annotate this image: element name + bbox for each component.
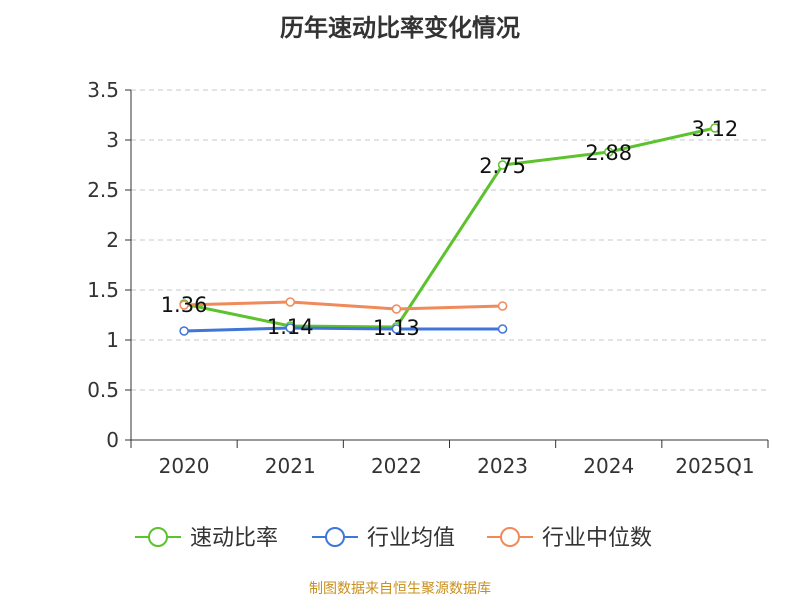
- legend: 速动比率 行业均值 行业中位数: [135, 526, 652, 551]
- data-point: [391, 304, 402, 314]
- x-tick-label: 2020: [159, 454, 210, 478]
- x-tick-label: 2024: [583, 454, 634, 478]
- y-tick-label: 3.5: [87, 78, 119, 102]
- x-tick-label: 2023: [477, 454, 528, 478]
- y-tick-label: 0: [106, 428, 119, 452]
- y-tick-label: 3: [106, 128, 119, 152]
- y-tick-label: 2.5: [87, 178, 119, 202]
- data-labels: 1.36 1.14 1.13 2.75 2.88 3.12: [161, 117, 739, 340]
- data-label: 2.88: [585, 141, 632, 165]
- data-label: 3.12: [692, 117, 739, 141]
- y-tick-label: 2: [106, 228, 119, 252]
- data-point: [285, 297, 295, 307]
- grid-lines: [131, 89, 768, 391]
- series-lines: [179, 123, 720, 336]
- data-point: [497, 301, 508, 311]
- data-label: 1.13: [373, 316, 420, 340]
- data-point: [285, 323, 295, 333]
- legend-item-2: 行业中位数: [487, 526, 652, 551]
- y-tick-label: 1: [106, 328, 119, 352]
- chart-title: 历年速动比率变化情况: [280, 14, 520, 42]
- legend-marker-icon: [325, 527, 345, 547]
- data-point: [497, 324, 508, 334]
- x-tick-label: 2025Q1: [675, 454, 754, 478]
- x-tick-label: 2022: [371, 454, 422, 478]
- data-point: [179, 326, 189, 336]
- legend-label: 速动比率: [190, 526, 278, 551]
- data-point: [391, 324, 402, 334]
- source-note: 制图数据来自恒生聚源数据库: [309, 581, 491, 597]
- legend-item-0: 速动比率: [135, 526, 278, 551]
- data-point: [710, 123, 720, 133]
- data-point: [497, 160, 508, 170]
- legend-marker-icon: [500, 527, 520, 547]
- data-point: [604, 147, 614, 157]
- axes: 0 0.5 1 1.5 2 2.5 3 3.5 2020 2021 2022 2023 2024 2025…: [87, 78, 769, 478]
- data-label: 1.14: [267, 315, 314, 339]
- data-label: 1.36: [161, 293, 208, 317]
- series-line-2: [184, 300, 503, 311]
- data-point: [179, 300, 189, 310]
- y-tick-label: 1.5: [87, 278, 119, 302]
- legend-label: 行业中位数: [542, 526, 652, 551]
- data-label: 2.75: [479, 154, 526, 178]
- series-line-0: [183, 126, 716, 329]
- legend-item-1: 行业均值: [312, 526, 455, 551]
- legend-marker-icon: [148, 527, 168, 547]
- y-tick-label: 0.5: [87, 378, 119, 402]
- x-tick-label: 2021: [265, 454, 316, 478]
- legend-label: 行业均值: [367, 526, 455, 551]
- series-line-1: [184, 326, 503, 333]
